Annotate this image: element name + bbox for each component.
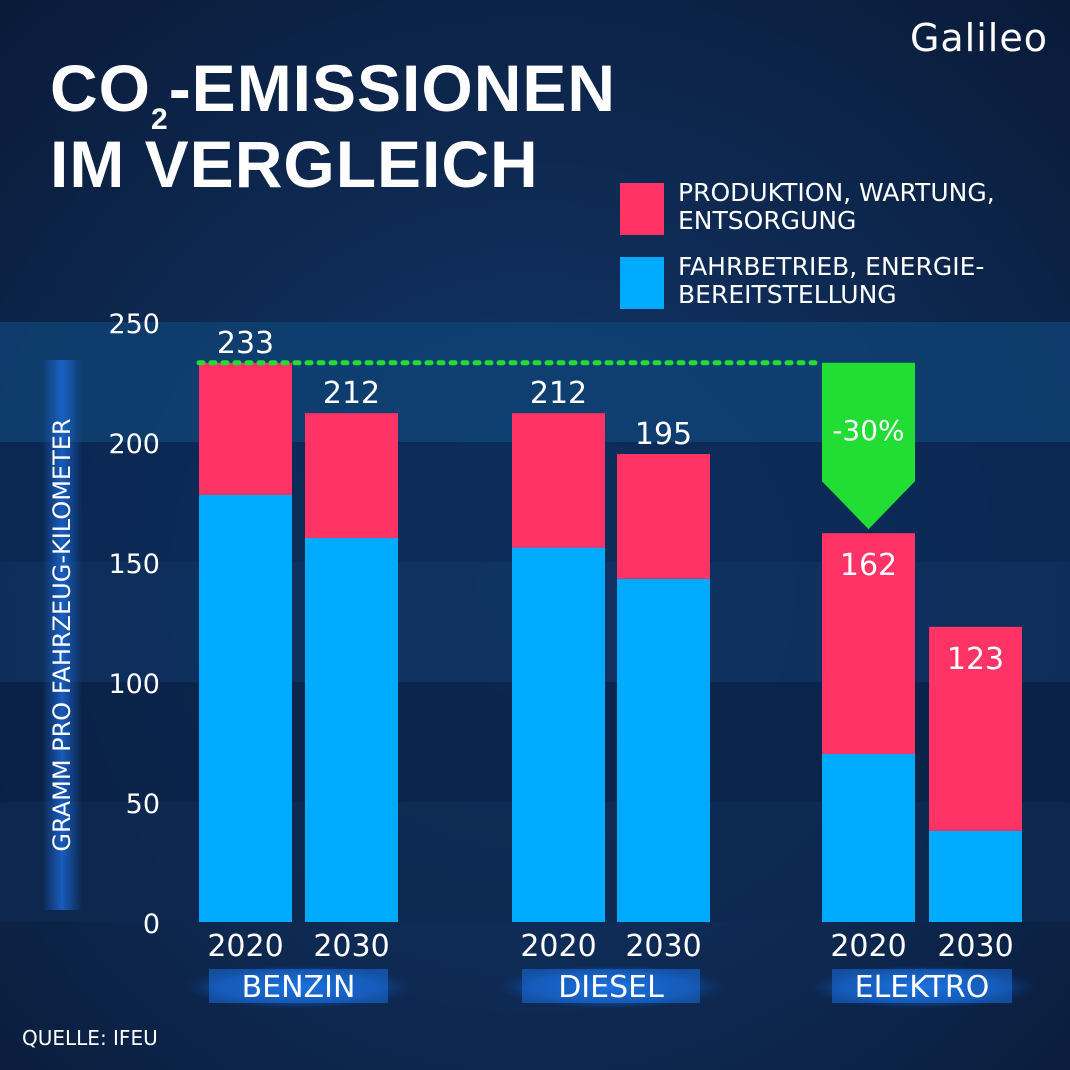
- galileo-logo: Galileo: [909, 16, 1048, 60]
- group-label-band: [832, 969, 1012, 1003]
- bar-production: [305, 413, 398, 538]
- group-label: BENZIN: [242, 970, 356, 1005]
- x-tick-label: 2020: [520, 929, 596, 964]
- bar-operation: [305, 538, 398, 922]
- bar-total-label: 233: [217, 326, 274, 361]
- y-tick-label: 150: [108, 549, 160, 580]
- bar-operation: [617, 578, 710, 922]
- legend-swatch-operation: [620, 257, 664, 309]
- x-tick-label: 2030: [313, 929, 389, 964]
- source-note: QUELLE: IFEU: [22, 1026, 158, 1050]
- chart-title: CO2-EMISSIONEN IM VERGLEICH: [50, 51, 617, 201]
- bar-total-label: 212: [323, 376, 380, 411]
- legend-label-operation: FAHRBETRIEB, ENERGIE- BEREITSTELLUNG: [678, 252, 985, 309]
- bar-production: [822, 533, 915, 754]
- x-tick-label: 2030: [625, 929, 701, 964]
- x-tick-label: 2030: [937, 929, 1013, 964]
- bar-operation: [929, 830, 1022, 922]
- legend-label-production: PRODUKTION, WARTUNG, ENTSORGUNG: [678, 178, 995, 235]
- group-label-band: [209, 969, 388, 1003]
- bar-production: [617, 454, 710, 579]
- bar-production: [199, 362, 292, 495]
- y-tick-label: 200: [108, 429, 160, 460]
- y-tick-label: 0: [143, 909, 160, 940]
- y-tick-label: 100: [108, 669, 160, 700]
- bar-total-label: 195: [635, 417, 692, 452]
- x-tick-label: 2020: [830, 929, 906, 964]
- y-tick-label: 50: [126, 789, 160, 820]
- y-tick-label: 250: [108, 309, 160, 340]
- group-label-band: [522, 969, 700, 1003]
- bar-production: [512, 413, 605, 548]
- bar-total-label: 212: [530, 376, 587, 411]
- x-tick-label: 2020: [207, 929, 283, 964]
- reduction-arrow: [822, 362, 915, 530]
- bar-production: [929, 626, 1022, 831]
- bar-operation: [822, 754, 915, 922]
- bar-operation: [199, 494, 292, 922]
- bar-total-label: 123: [947, 642, 1004, 677]
- bar-operation: [512, 547, 605, 922]
- y-axis-label-background: [42, 360, 82, 910]
- group-label: DIESEL: [558, 970, 664, 1005]
- reduction-label: -30%: [832, 414, 904, 447]
- legend-swatch-production: [620, 183, 664, 235]
- bar-total-label: 162: [840, 548, 897, 583]
- group-label: ELEKTRO: [855, 970, 990, 1005]
